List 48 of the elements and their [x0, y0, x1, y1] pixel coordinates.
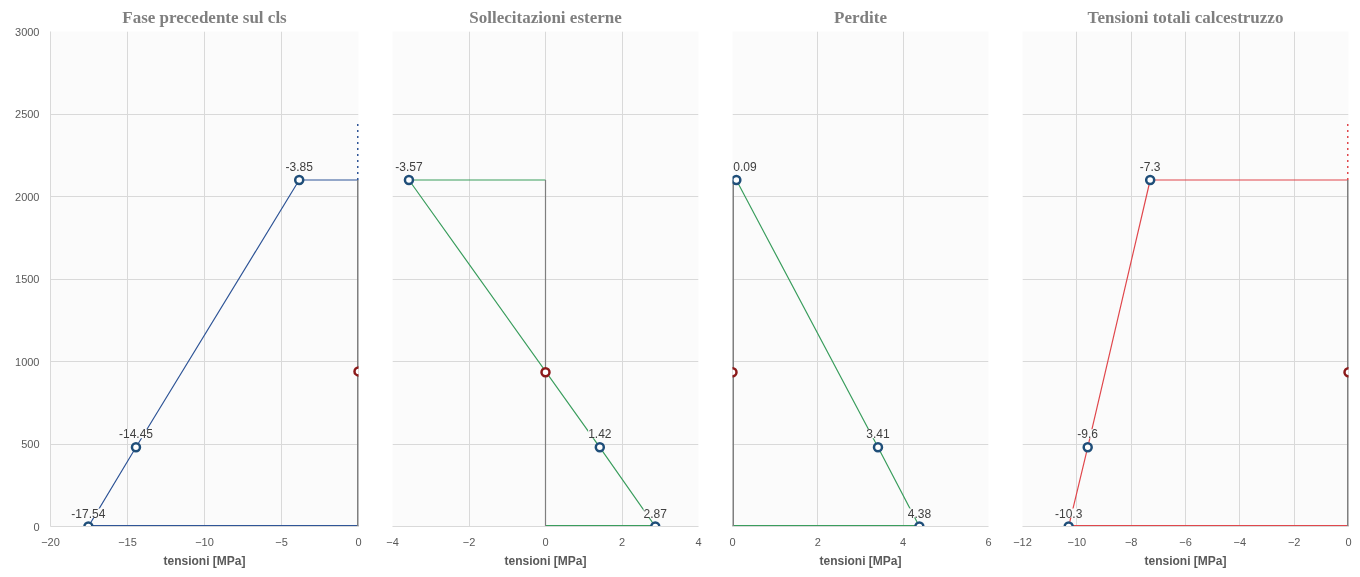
- annotation: -14.45: [118, 427, 154, 442]
- x-tick-label: 4: [900, 535, 907, 548]
- x-tick-label: 0: [729, 535, 736, 548]
- annotation: 2.87: [643, 506, 668, 521]
- y-tick-label: 0: [33, 520, 40, 533]
- y-tick-label: 1000: [15, 355, 40, 368]
- x-axis-title: tensioni [MPa]: [1144, 553, 1227, 568]
- x-tick-label: −10: [195, 535, 214, 548]
- y-tick-label: 2500: [15, 108, 40, 120]
- x-axis-title: tensioni [MPa]: [819, 553, 902, 568]
- annotation: -17.54: [71, 506, 106, 521]
- x-axis-title: tensioni [MPa]: [504, 553, 587, 568]
- annotation: -9.6: [1077, 427, 1099, 442]
- annotation: -3.57: [395, 160, 423, 174]
- x-tick-label: −6: [1179, 535, 1192, 548]
- x-tick-label: 4: [695, 535, 702, 548]
- x-tick-label: −8: [1124, 535, 1138, 548]
- annotation: 1.42: [588, 427, 612, 442]
- y-tick-label: 2000: [15, 190, 40, 203]
- x-tick-label: 0: [355, 535, 362, 548]
- x-tick-label: 0: [1345, 535, 1352, 548]
- annotation: 4.38: [907, 506, 932, 521]
- chart-title: Fase precedente sul cls: [122, 7, 288, 27]
- x-tick-label: 2: [814, 535, 821, 548]
- x-tick-label: −20: [41, 535, 60, 548]
- x-axis-title: tensioni [MPa]: [163, 553, 246, 568]
- chart-title: Tensioni totali calcestruzzo: [1087, 7, 1284, 27]
- x-tick-label: 2: [618, 535, 626, 548]
- x-tick-label: −2: [1287, 535, 1301, 548]
- chart-title: Sollecitazioni esterne: [469, 7, 623, 27]
- x-tick-label: −12: [1013, 535, 1032, 548]
- annotation: -3.85: [285, 160, 314, 174]
- x-tick-label: −4: [1233, 535, 1247, 548]
- x-tick-label: 0: [542, 535, 549, 548]
- y-tick-label: 3000: [15, 25, 40, 38]
- chart-title: Perdite: [834, 7, 888, 27]
- annotation: -10.3: [1055, 506, 1083, 521]
- annotation: 3.41: [866, 427, 890, 442]
- x-tick-label: −15: [118, 535, 137, 548]
- x-tick-label: −10: [1067, 535, 1087, 548]
- y-tick-label: 1500: [15, 273, 40, 285]
- x-tick-label: −2: [462, 535, 476, 548]
- y-tick-label: 500: [21, 438, 40, 450]
- annotation: -7.3: [1139, 160, 1161, 174]
- x-tick-label: −5: [275, 535, 288, 548]
- x-tick-label: −4: [386, 535, 399, 548]
- annotation: 0.09: [733, 160, 758, 174]
- x-tick-label: 6: [985, 535, 992, 548]
